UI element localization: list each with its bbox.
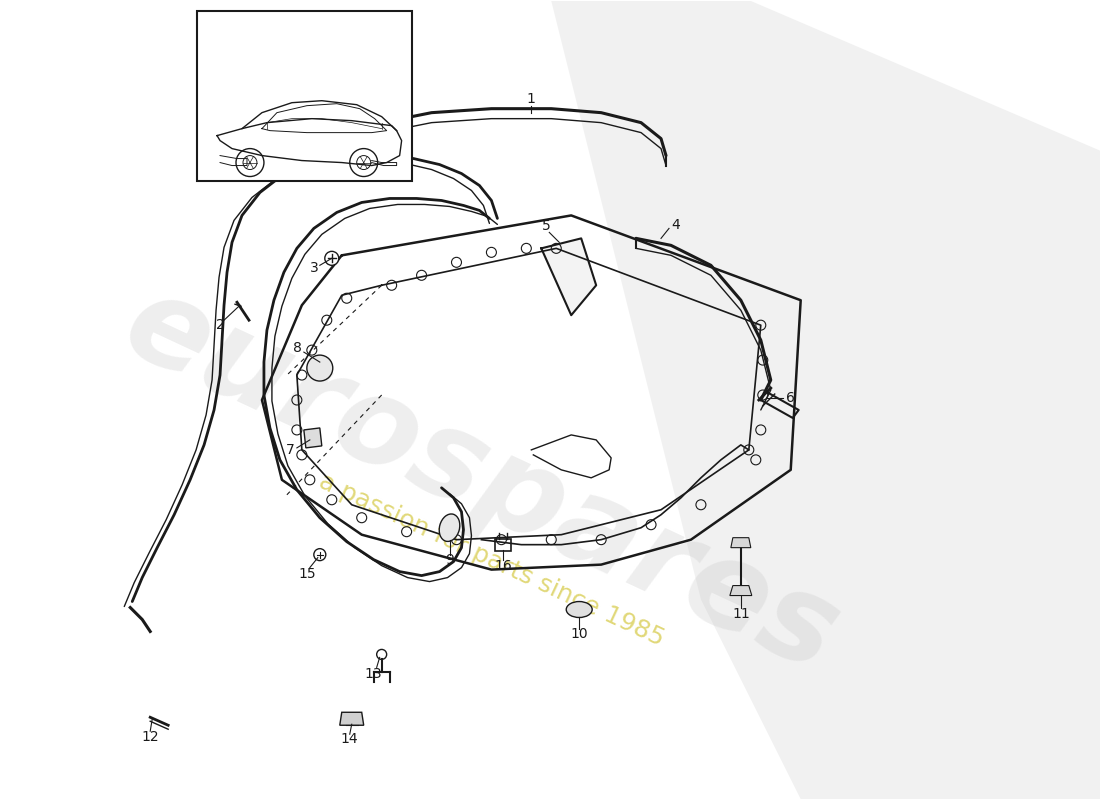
Text: 7: 7 [286, 443, 295, 457]
Polygon shape [730, 538, 751, 548]
Text: 8: 8 [294, 341, 302, 355]
Circle shape [314, 549, 326, 561]
Text: 6: 6 [786, 391, 795, 405]
Text: 1: 1 [527, 92, 536, 106]
Bar [197, 11, 411, 181]
Text: 16: 16 [495, 558, 513, 573]
Text: 9: 9 [446, 553, 454, 566]
Polygon shape [551, 1, 1100, 799]
Ellipse shape [439, 514, 460, 542]
Polygon shape [304, 428, 322, 448]
Bar [495, 538, 512, 550]
Text: 2: 2 [216, 318, 224, 332]
Ellipse shape [566, 602, 592, 618]
Polygon shape [541, 238, 596, 315]
Text: 13: 13 [365, 667, 383, 682]
Text: eurospares: eurospares [107, 263, 856, 696]
Text: 4: 4 [672, 218, 681, 233]
Text: a passion for parts since 1985: a passion for parts since 1985 [315, 469, 668, 650]
Polygon shape [730, 586, 751, 595]
Text: 15: 15 [298, 566, 316, 581]
Circle shape [376, 650, 387, 659]
Text: 12: 12 [142, 730, 160, 744]
Text: 14: 14 [341, 732, 359, 746]
Polygon shape [340, 712, 364, 726]
Text: 10: 10 [571, 627, 588, 642]
Circle shape [307, 355, 333, 381]
Text: 3: 3 [309, 262, 318, 275]
Text: 11: 11 [732, 606, 750, 621]
Circle shape [324, 251, 339, 266]
Text: 5: 5 [542, 219, 551, 234]
